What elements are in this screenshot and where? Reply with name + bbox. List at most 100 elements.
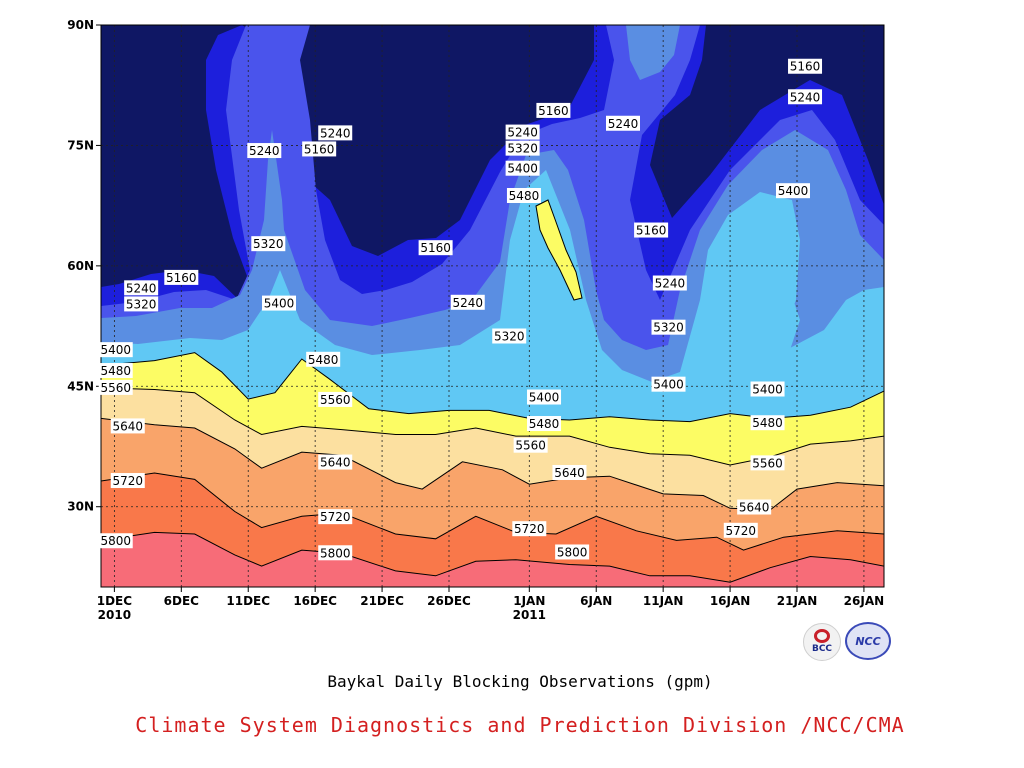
contour-label-box <box>527 416 562 432</box>
contour-label-text: 5640 <box>112 419 143 433</box>
contour-label-box <box>124 280 159 296</box>
contour-label-box <box>251 236 286 252</box>
contour-label-text: 5240 <box>249 144 280 158</box>
chart-subtitle: Baykal Daily Blocking Observations (gpm) <box>327 672 713 691</box>
contour-label-box <box>505 140 540 156</box>
isolated-5320-pocket <box>626 25 680 80</box>
contour-label: 5240 <box>652 275 687 291</box>
contour-label: 5480 <box>506 188 541 204</box>
contour-label: 5400 <box>651 376 686 392</box>
y-tick-label: 90N <box>67 18 94 32</box>
contour-label: 5560 <box>513 437 548 453</box>
contour-label: 5480 <box>98 363 133 379</box>
contour-label-box <box>552 464 587 480</box>
contour-label-text: 5800 <box>100 534 131 548</box>
x-tick-label: 11JAN <box>643 594 684 608</box>
y-tick-label: 30N <box>67 500 94 514</box>
contour-label: 5800 <box>555 544 590 560</box>
contour-label-box <box>750 455 785 471</box>
contour-line-5720 <box>101 472 884 551</box>
contour-label-text: 5720 <box>320 510 351 524</box>
x-tick-label: 21DEC <box>360 594 404 608</box>
contour-label-box <box>775 183 810 199</box>
contour-label: 5800 <box>318 545 353 561</box>
contour-label-text: 5640 <box>320 456 351 470</box>
contour-label-box <box>651 319 686 335</box>
contour-label-box <box>124 296 159 312</box>
contour-label-text: 5560 <box>320 393 351 407</box>
y-axis: 30N 45N 60N 75N 90N <box>67 18 101 514</box>
contour-label-text: 5800 <box>557 545 588 559</box>
x-tick-label: 1DEC <box>97 594 133 608</box>
contour-label-text: 5320 <box>507 142 538 156</box>
contour-label: 5560 <box>318 391 353 407</box>
contour-label-text: 5720 <box>514 522 545 536</box>
contour-label: 5400 <box>750 381 785 397</box>
x-tick-label: 6DEC <box>164 594 200 608</box>
contour-label: 5640 <box>737 499 772 515</box>
plot-frame <box>100 24 885 588</box>
contour-label-box <box>492 328 527 344</box>
contour-label-box <box>110 418 145 434</box>
bcc-swirl-icon <box>814 629 830 643</box>
contour-label-text: 5320 <box>126 297 157 311</box>
contour-label: 5400 <box>262 295 297 311</box>
contour-label-text: 5640 <box>739 501 770 515</box>
y-tick-label: 45N <box>67 379 94 393</box>
x-tick-sublabel: 2010 <box>98 608 131 622</box>
contour-label-text: 5160 <box>420 241 451 255</box>
contour-label-text: 5240 <box>655 277 686 291</box>
contour-label: 5640 <box>110 418 145 434</box>
contour-label-box <box>505 124 540 140</box>
contour-label-box <box>98 342 133 358</box>
contour-label-box <box>98 379 133 395</box>
contour-label-box <box>606 115 640 131</box>
contour-line-5480 <box>101 352 884 423</box>
contour-label-box <box>318 545 353 561</box>
contour-label-box <box>513 437 548 453</box>
contour-label: 5240 <box>247 143 282 159</box>
contour-label-text: 5480 <box>100 364 131 378</box>
x-tick-label: 6JAN <box>580 594 612 608</box>
x-tick-label: 16DEC <box>293 594 337 608</box>
contour-label: 5400 <box>98 342 133 358</box>
contour-label-box <box>247 143 282 159</box>
contour-label: 5160 <box>634 222 669 238</box>
contour-label-box <box>450 294 485 310</box>
contour-label-text: 5720 <box>726 524 757 538</box>
contour-label-text: 5400 <box>529 391 560 405</box>
low-latitude-contour-bands <box>101 352 884 587</box>
contour-label: 5240 <box>450 294 485 310</box>
contour-label-text: 5240 <box>507 126 538 140</box>
contour-label: 5160 <box>418 240 453 256</box>
contour-label: 5240 <box>606 115 640 131</box>
contour-label: 5240 <box>788 89 823 105</box>
x-tick-label: 11DEC <box>226 594 270 608</box>
contour-label: 5560 <box>98 379 133 395</box>
contour-label-text: 5320 <box>653 321 684 335</box>
contour-label-text: 5160 <box>304 142 335 156</box>
contour-label: 5400 <box>505 160 540 176</box>
contour-label-box <box>505 160 540 176</box>
contour-label-text: 5240 <box>608 117 639 131</box>
contour-label-text: 5400 <box>778 184 809 198</box>
contour-label-text: 5240 <box>126 281 157 295</box>
isolated-5480-maximum <box>535 199 583 301</box>
contour-label-box <box>98 363 133 379</box>
contour-label-box <box>262 295 297 311</box>
x-tick-label: 21JAN <box>777 594 818 608</box>
contour-label: 5640 <box>318 454 353 470</box>
contour-label: 5240 <box>124 280 159 296</box>
ncc-logo: NCC <box>845 622 891 660</box>
contour-label: 5640 <box>552 464 587 480</box>
contour-label: 5400 <box>527 389 562 405</box>
contour-label-box <box>651 376 686 392</box>
contour-label-text: 5320 <box>253 237 284 251</box>
contour-label-text: 5800 <box>320 546 351 560</box>
credit-line: Climate System Diagnostics and Predictio… <box>135 713 905 737</box>
contour-label-text: 5160 <box>790 60 821 74</box>
contour-label-box <box>318 454 353 470</box>
contour-label-box <box>318 391 353 407</box>
